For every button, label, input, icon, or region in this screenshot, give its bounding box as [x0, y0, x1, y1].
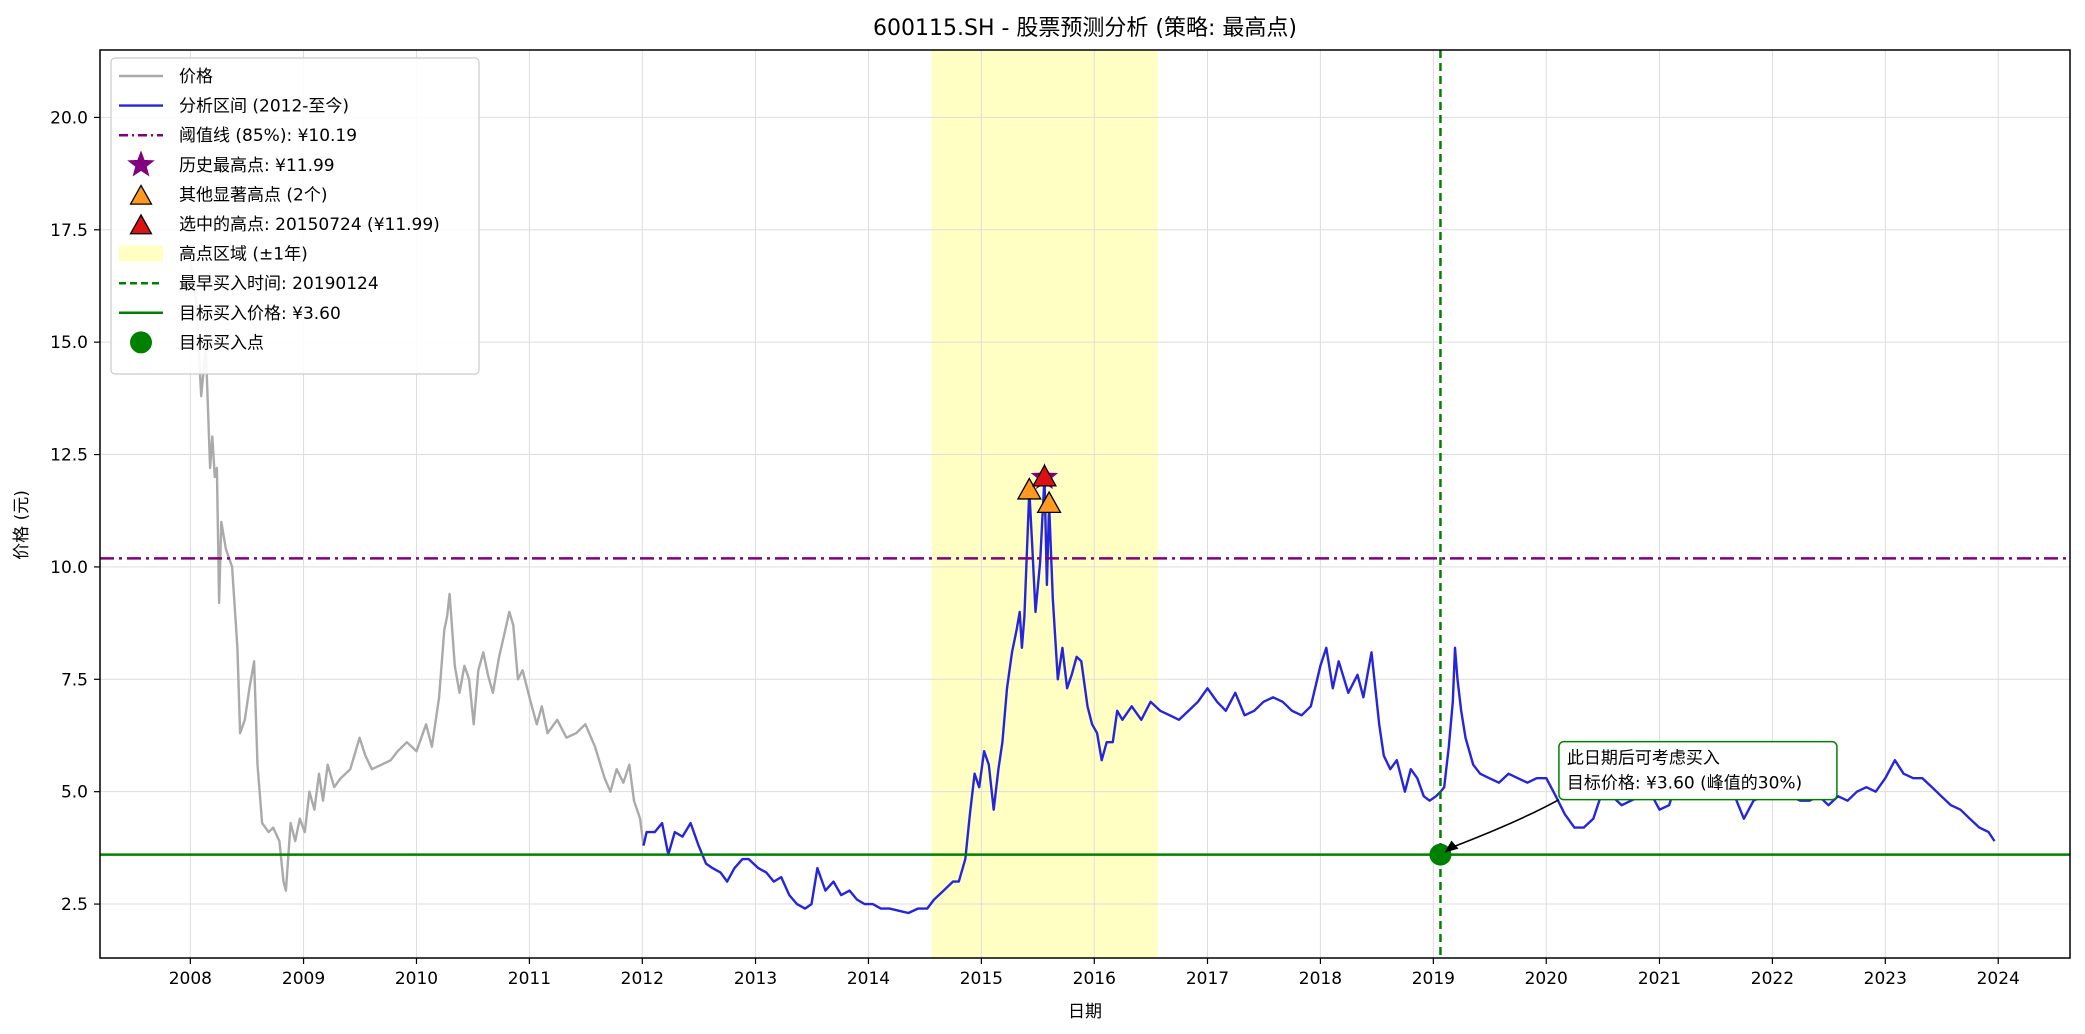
markers [1016, 463, 1452, 866]
x-tick-label-2009: 2009 [282, 969, 325, 989]
axes [99, 49, 2071, 959]
other-high-marker-1 [1036, 490, 1062, 514]
x-tick-label-2015: 2015 [960, 969, 1003, 989]
reference-lines [100, 50, 2070, 958]
x-tick-label-2014: 2014 [847, 969, 890, 989]
x-tick-label-2019: 2019 [1412, 969, 1455, 989]
x-tick-label-2011: 2011 [508, 969, 551, 989]
y-tick-label-17.5: 17.5 [50, 221, 88, 241]
annotation-line-2: 目标价格: ¥3.60 (峰值的30%) [1567, 774, 1802, 794]
y-tick-label-10.0: 10.0 [50, 558, 88, 578]
legend-label-6: 高点区域 (±1年) [179, 245, 308, 265]
y-tick-label-15.0: 15.0 [50, 333, 88, 353]
legend-label-4: 其他显著高点 (2个) [179, 185, 327, 205]
x-tick-label-2020: 2020 [1525, 969, 1568, 989]
y-axis-label: 价格 (元) [12, 490, 32, 560]
y-tick-label-7.5: 7.5 [61, 670, 88, 690]
legend-swatch-band [119, 245, 163, 262]
x-tick-label-2023: 2023 [1864, 969, 1907, 989]
y-tick-label-5.0: 5.0 [61, 783, 88, 803]
buy-point-marker [1429, 843, 1452, 866]
legend-swatch-buy-point [130, 331, 152, 354]
legend-label-7: 最早买入时间: 20190124 [179, 274, 379, 294]
x-tick-label-2008: 2008 [169, 969, 212, 989]
legend-swatch-selected-high [129, 213, 153, 235]
x-tick-label-2018: 2018 [1299, 969, 1342, 989]
legend-label-2: 阈值线 (85%): ¥10.19 [179, 126, 357, 146]
legend-label-0: 价格 [179, 67, 213, 87]
y-tick-label-2.5: 2.5 [61, 895, 88, 915]
x-tick-label-2010: 2010 [395, 969, 438, 989]
legend-label-1: 分析区间 (2012-至今) [179, 97, 349, 117]
y-axis-ticks: 2.5 5.0 7.5 10.0 12.5 15.0 17.5 20.0 [50, 108, 100, 915]
other-high-marker-0 [1016, 477, 1042, 500]
x-tick-label-2013: 2013 [734, 969, 777, 989]
annotation-arrow [1448, 798, 1560, 850]
x-tick-label-2022: 2022 [1751, 969, 1794, 989]
x-tick-label-2021: 2021 [1638, 969, 1681, 989]
x-tick-label-2017: 2017 [1186, 969, 1229, 989]
legend-box [110, 57, 480, 375]
x-axis-ticks: 2008 2009 2010 2011 2012 2013 2014 2015 2016 2017… [169, 958, 2020, 989]
annotation-box [1558, 740, 1838, 801]
legend-label-3: 历史最高点: ¥11.99 [179, 156, 335, 176]
legend-label-8: 目标买入价格: ¥3.60 [179, 304, 341, 324]
y-tick-label-20.0: 20.0 [50, 108, 88, 128]
plot-frame [99, 49, 2071, 959]
chart-title: 600115.SH - 股票预测分析 (策略: 最高点) [873, 16, 1297, 41]
legend-label-5: 选中的高点: 20150724 (¥11.99) [179, 215, 440, 235]
x-tick-label-2012: 2012 [621, 969, 664, 989]
legend-swatch-other-highs [129, 184, 153, 205]
selected-high-marker [1031, 464, 1057, 487]
legend-swatch-historic-high [127, 150, 155, 177]
y-tick-label-12.5: 12.5 [50, 446, 88, 466]
annotation-arrowhead [1444, 840, 1459, 853]
x-tick-label-2016: 2016 [1073, 969, 1116, 989]
x-tick-label-2024: 2024 [1977, 969, 2020, 989]
x-axis-label: 日期 [1068, 1002, 1102, 1022]
annotation-line-1: 此日期后可考虑买入 [1567, 749, 1720, 769]
series-line-0 [189, 261, 645, 892]
legend-label-9: 目标买入点 [179, 333, 264, 353]
